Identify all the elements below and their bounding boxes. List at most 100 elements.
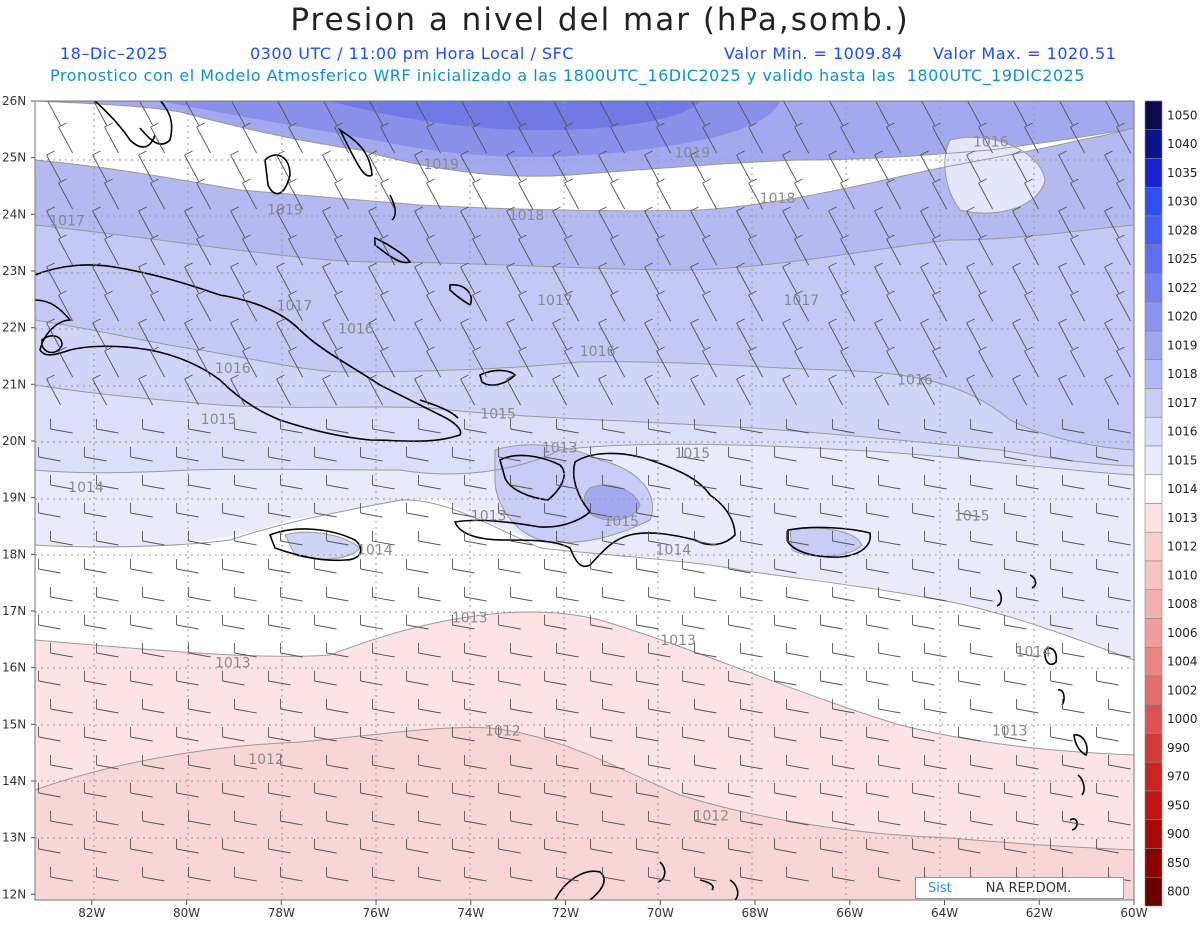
wind-barb — [92, 206, 107, 238]
wind-barb — [196, 122, 211, 154]
colorbar-swatch — [1144, 589, 1163, 619]
wind-barb — [104, 234, 119, 266]
wind-barb — [602, 643, 625, 658]
wind-barb — [782, 206, 797, 238]
wind-barb — [234, 699, 257, 714]
wind-barb — [840, 122, 855, 154]
colorbar-label: 1030 — [1167, 195, 1198, 209]
wind-barb — [1104, 206, 1119, 238]
colorbar-label: 1020 — [1167, 310, 1198, 324]
map-frame — [34, 100, 1135, 901]
wind-barb — [50, 867, 73, 882]
colorbar-label: 800 — [1167, 885, 1190, 899]
wind-barb — [602, 587, 625, 602]
wind-barb — [736, 206, 751, 238]
lon-label: 78W — [268, 906, 295, 920]
wind-barb — [138, 318, 153, 350]
wind-barb — [464, 475, 487, 490]
wind-barb — [360, 671, 383, 686]
wind-barb — [268, 447, 291, 462]
wind-barb — [1024, 346, 1039, 378]
wind-barb — [932, 346, 947, 378]
wind-barb — [380, 178, 395, 210]
wind-barb — [38, 783, 61, 798]
colorbar-swatch — [1144, 646, 1163, 677]
wind-barb — [230, 150, 245, 182]
wind-barb — [288, 122, 303, 154]
wind-barb — [832, 755, 855, 770]
wind-barb — [1050, 727, 1073, 742]
high-1016-east — [944, 137, 1045, 214]
wind-barb — [288, 178, 303, 210]
wind-barb — [924, 699, 947, 714]
wind-barb — [828, 262, 843, 294]
wind-barb — [234, 755, 257, 770]
wind-barb — [1012, 206, 1027, 238]
wind-barb — [682, 671, 705, 686]
wind-barb — [970, 755, 993, 770]
wind-barb — [866, 447, 889, 462]
wind-barb — [184, 150, 199, 182]
wind-barb — [472, 346, 487, 378]
wind-barb — [598, 206, 613, 238]
wind-barb — [104, 122, 119, 154]
colorbar-swatch — [1144, 330, 1163, 361]
credit-box: Sist NA REP.DOM. — [915, 877, 1124, 899]
wind-barb — [188, 755, 211, 770]
wind-barb — [506, 206, 521, 238]
wind-barb — [590, 727, 613, 742]
wind-barb — [958, 559, 981, 574]
wind-barb — [590, 559, 613, 574]
wind-barb — [920, 374, 935, 406]
wind-barb — [50, 419, 73, 434]
wind-barb — [786, 699, 809, 714]
wind-barb — [590, 783, 613, 798]
wind-barb — [418, 811, 441, 826]
wind-barb — [1108, 699, 1131, 714]
contour-label: 1015 — [480, 406, 516, 422]
wind-barb — [748, 122, 763, 154]
wind-barb — [314, 615, 337, 630]
wind-barb — [740, 867, 763, 882]
wind-barb — [1050, 839, 1073, 854]
contour-label: 1016 — [897, 372, 933, 388]
wind-barb — [58, 290, 73, 322]
wind-barb — [786, 867, 809, 882]
lon-label: 64W — [931, 906, 958, 920]
wind-barb — [556, 419, 579, 434]
lat-label: 14N — [2, 774, 26, 788]
wind-barb — [644, 206, 659, 238]
wind-barb — [130, 783, 153, 798]
wind-barb — [326, 699, 349, 714]
wind-barb — [507, 101, 521, 126]
wind-barb — [360, 839, 383, 854]
wind-barb — [958, 783, 981, 798]
wind-barb — [970, 531, 993, 546]
wind-barb — [794, 234, 809, 266]
wind-barb — [736, 262, 751, 294]
wind-barb — [1024, 122, 1039, 154]
wind-barb — [978, 290, 993, 322]
colorbar-swatch — [1144, 129, 1163, 159]
wind-barb — [740, 587, 763, 602]
wind-barb — [176, 559, 199, 574]
wind-barb — [406, 671, 429, 686]
wind-barb — [694, 811, 717, 826]
wind-barb — [426, 122, 441, 154]
wind-barb — [104, 346, 119, 378]
wind-barb — [498, 615, 521, 630]
wind-barb — [314, 447, 337, 462]
wind-barb — [694, 867, 717, 882]
wind-barb — [556, 643, 579, 658]
wind-barb — [820, 727, 843, 742]
wind-barb — [222, 727, 245, 742]
wind-barb — [406, 783, 429, 798]
lon-label: 80W — [173, 906, 200, 920]
wind-barb — [728, 559, 751, 574]
wind-barb — [418, 643, 441, 658]
wind-barb — [832, 531, 855, 546]
wind-barb — [96, 755, 119, 770]
wind-barb — [242, 122, 257, 154]
wind-barb — [774, 783, 797, 798]
wind-barb — [610, 346, 625, 378]
